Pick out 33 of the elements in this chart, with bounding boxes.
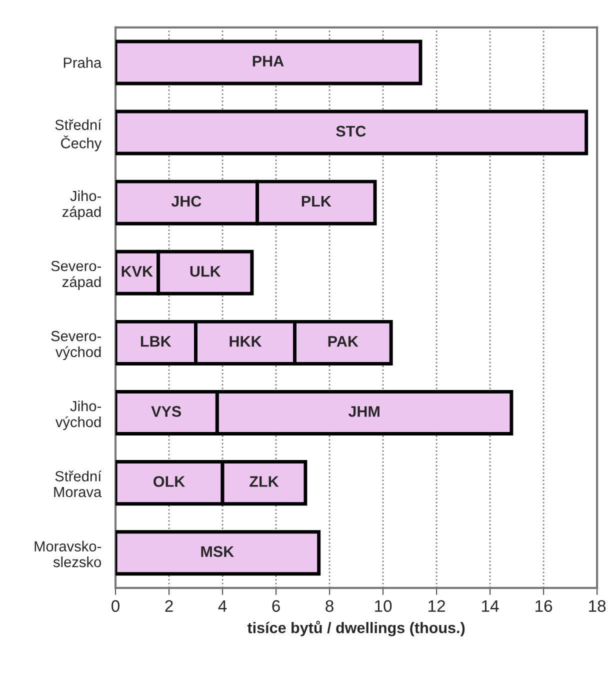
y-tick-label: Jiho- západ (62, 190, 101, 220)
y-tick-label: Střední Čechy (55, 119, 102, 152)
data-label: HKK (230, 336, 262, 347)
y-tick-label: Střední Morava (54, 470, 102, 498)
x-tick-label: 0 (112, 600, 120, 612)
y-tick-label: Moravsko- slezsko (34, 540, 102, 568)
x-tick-label: 18 (589, 600, 606, 612)
data-label: ULK (190, 266, 221, 277)
data-label: OLK (154, 476, 186, 487)
x-tick-label: 2 (165, 600, 173, 612)
data-label: PLK (302, 196, 332, 207)
x-tick-label: 12 (428, 600, 445, 612)
data-label: ZLK (250, 476, 279, 487)
x-axis-title: tisíce bytů / dwellings (thous.) (247, 620, 465, 636)
x-tick-label: 10 (375, 600, 392, 612)
x-tick-label: 6 (272, 600, 280, 612)
data-label: JHC (171, 196, 202, 207)
y-tick-label: Severo- západ (51, 260, 101, 290)
data-label: KVK (122, 266, 153, 277)
data-label: PAK (328, 336, 358, 347)
x-tick-label: 8 (326, 600, 334, 612)
data-label: PHA (252, 56, 284, 66)
y-tick-label: Severo- východ (51, 330, 101, 360)
y-tick-label: Praha (64, 57, 102, 68)
data-label: JHM (348, 406, 380, 417)
y-tick-label: Jiho- východ (55, 400, 101, 430)
data-label: LBK (140, 336, 172, 347)
x-tick-label: 14 (482, 600, 499, 612)
x-tick-label: 16 (536, 600, 552, 612)
x-tick-label: 4 (218, 600, 227, 612)
data-label: MSK (201, 546, 234, 557)
data-label: VYS (151, 406, 182, 417)
data-label: STC (336, 126, 366, 137)
